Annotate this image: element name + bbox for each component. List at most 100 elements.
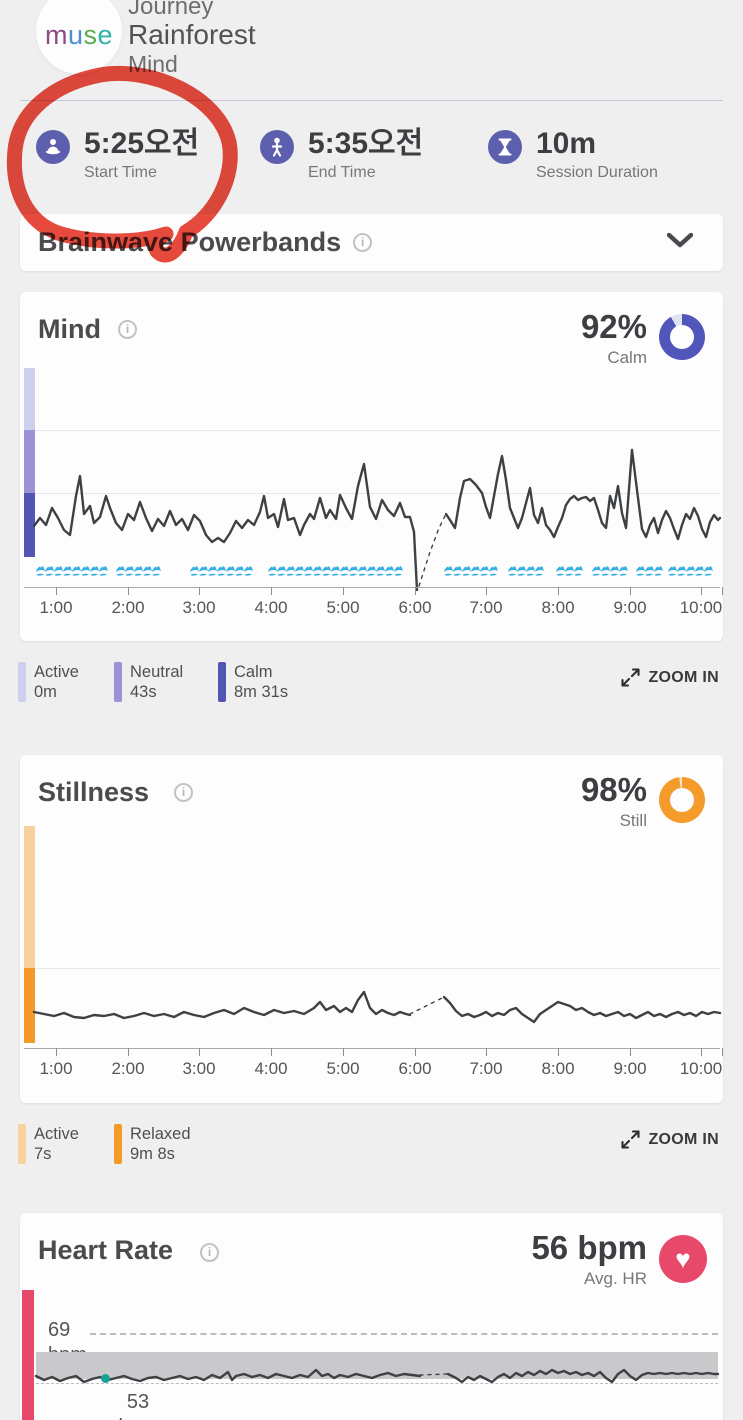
tick-mark [630, 1048, 631, 1056]
tick-label: 5:00 [326, 1059, 360, 1078]
meditation-icon [36, 130, 70, 164]
tick-mark [701, 587, 702, 595]
zone-bar-active [24, 826, 35, 968]
stillness-legend: Active 7s Relaxed 9m 8s ZOOM IN [18, 1124, 723, 1172]
session-soundscape: Rainforest [128, 19, 256, 50]
legend-value: 7s [34, 1145, 52, 1163]
bird-icon [556, 566, 565, 576]
bird-icon [636, 566, 645, 576]
start-time-value: 5:25오전 [84, 127, 200, 160]
tick-mark [722, 1048, 723, 1056]
avg-hr-label: Avg. HR [584, 1269, 647, 1288]
info-icon[interactable]: i [353, 233, 373, 252]
gridline [24, 430, 720, 431]
chevron-down-icon[interactable] [666, 232, 694, 253]
tick-label: 10:00 [679, 1059, 723, 1078]
bird-icon [619, 566, 628, 576]
bird-icon [480, 566, 489, 576]
legend-swatch [114, 1124, 122, 1164]
bird-icon [453, 566, 462, 576]
bird-icon [574, 566, 583, 576]
tick-mark [343, 1048, 344, 1056]
bird-icon [385, 566, 394, 576]
bird-icon [444, 566, 453, 576]
brainwave-powerbands-header[interactable]: Brainwave Powerbands i [20, 214, 723, 271]
info-icon[interactable]: i [200, 1243, 219, 1262]
bird-icon [508, 566, 517, 576]
tick-mark [486, 1048, 487, 1056]
session-mode: Mind [128, 51, 178, 77]
legend-item-active: Active 7s [18, 1124, 79, 1165]
bird-icon [152, 566, 161, 576]
bird-icon [654, 566, 663, 576]
stillness-score-label: Still [619, 811, 647, 830]
person-icon [260, 130, 294, 164]
hr-selected-point[interactable] [101, 1374, 110, 1383]
gridline [24, 968, 720, 969]
legend-label: Active [34, 663, 79, 681]
stillness-card: Stillness i 98% Still 1:00 2:00 3:00 4:00 5:… [20, 755, 723, 1103]
bird-icon [99, 566, 108, 576]
tick-mark [128, 1048, 129, 1056]
bird-icon [645, 566, 654, 576]
tick-mark [415, 587, 416, 595]
tick-label: 3:00 [182, 598, 216, 617]
bird-icon [277, 566, 286, 576]
bird-icon [349, 566, 358, 576]
session-type: Journey [128, 0, 214, 20]
bird-icon [367, 566, 376, 576]
info-icon[interactable]: i [174, 783, 193, 802]
heart-rate-card: Heart Rate i 56 bpm Avg. HR ♥ 69 bpm 53 … [20, 1213, 723, 1420]
zoom-in-label: ZOOM IN [648, 668, 719, 686]
stat-start-time: 5:25오전 Start Time [36, 128, 199, 182]
bird-icon [63, 566, 72, 576]
tick-label: 4:00 [254, 598, 288, 617]
legend-value: 8m 31s [234, 683, 289, 701]
stillness-score-ring [659, 777, 705, 823]
tick-label: 5:00 [326, 598, 360, 617]
logo-letter: e [97, 20, 114, 50]
bird-icon [54, 566, 63, 576]
mind-zoom-in-button[interactable]: ZOOM IN [621, 668, 719, 687]
bird-icon [358, 566, 367, 576]
heart-rate-line-chart [34, 1368, 720, 1384]
stillness-zoom-in-button[interactable]: ZOOM IN [621, 1130, 719, 1149]
stat-end-time: 5:35오전 End Time [260, 128, 423, 182]
info-icon[interactable]: i [118, 320, 137, 339]
hr-average-band [36, 1352, 718, 1379]
bird-icon [244, 566, 253, 576]
bird-icon [471, 566, 480, 576]
tick-label: 7:00 [469, 1059, 503, 1078]
bird-icon [565, 566, 574, 576]
bird-icon [72, 566, 81, 576]
zoom-in-label: ZOOM IN [648, 1130, 719, 1148]
legend-label: Active [34, 1125, 79, 1143]
bird-icon [610, 566, 619, 576]
muse-logo [36, 0, 122, 74]
avg-hr-value: 56 bpm [531, 1229, 647, 1266]
expand-icon [621, 1130, 641, 1149]
bird-icon [340, 566, 349, 576]
bird-icon [668, 566, 677, 576]
mind-score: 92% [580, 308, 647, 345]
legend-value: 0m [34, 683, 57, 701]
bird-icon [704, 566, 713, 576]
tick-label: 9:00 [613, 1059, 647, 1078]
bird-icon [81, 566, 90, 576]
legend-label: Relaxed [130, 1125, 191, 1143]
tick-label: 4:00 [254, 1059, 288, 1078]
legend-swatch [18, 1124, 26, 1164]
bird-icon [134, 566, 143, 576]
duration-value: 10m [536, 127, 597, 160]
bird-icon [535, 566, 544, 576]
mind-card: Mind i 92% Calm 1:00 2:00 3:00 4:00 5:00 6:00… [20, 292, 723, 641]
zone-bar-active [24, 368, 35, 430]
muse-logo-text: muse [36, 20, 122, 51]
tick-mark [128, 587, 129, 595]
hr-lower-label: 53 bpm [119, 1391, 158, 1420]
logo-letter: u [67, 20, 84, 50]
tick-label: 1:00 [39, 1059, 73, 1078]
bird-icon [592, 566, 601, 576]
bird-icon [686, 566, 695, 576]
legend-swatch [18, 662, 26, 702]
